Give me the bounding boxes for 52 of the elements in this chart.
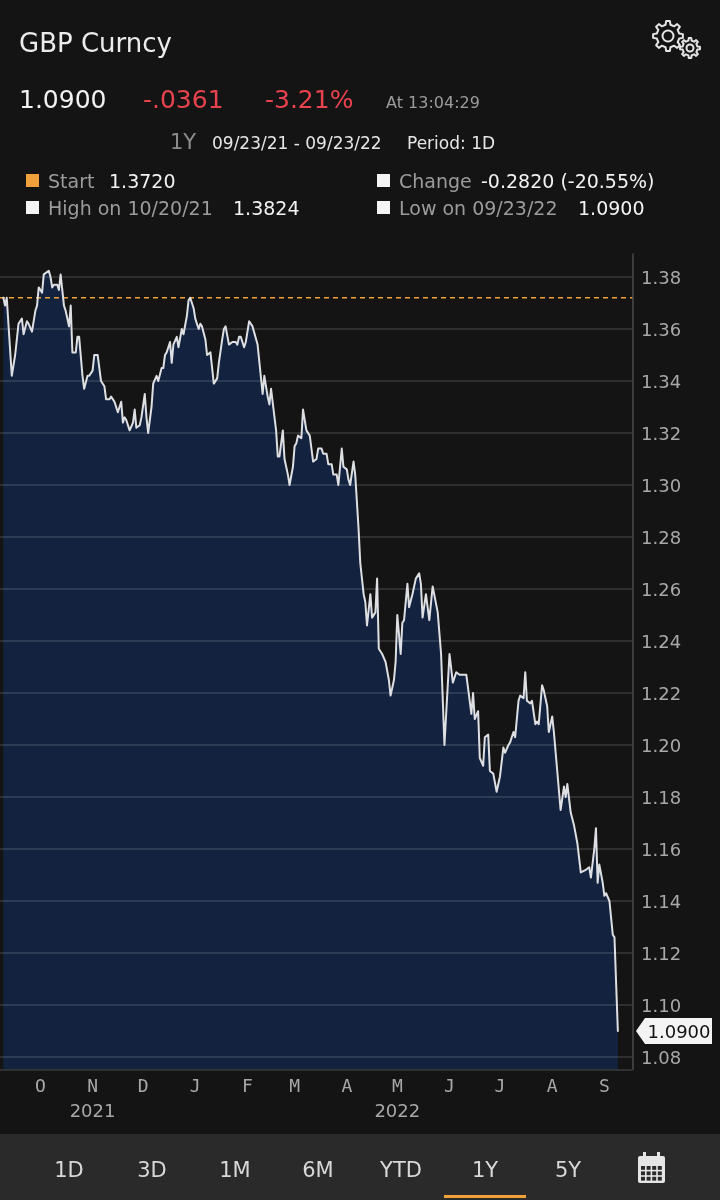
text: 1.0900 (578, 197, 645, 219)
text: 1.3720 (109, 170, 176, 192)
y-tick-label: 1.30 (641, 474, 682, 496)
x-tick-label: F (242, 1075, 253, 1096)
y-tick-label: 1.18 (641, 786, 682, 808)
text: 1.0900 (19, 85, 107, 114)
chart-title: GBP Curncy (19, 27, 172, 58)
text: Change (399, 170, 472, 192)
x-tick-label: A (546, 1075, 558, 1096)
x-tick-label: O (34, 1075, 46, 1096)
y-tick-label: 1.10 (641, 994, 682, 1016)
text: Start (48, 170, 95, 192)
y-tick-label: 1.28 (641, 526, 682, 548)
x-tick-label: M (289, 1075, 301, 1096)
x-tick-label: J (494, 1075, 506, 1096)
y-tick-label: 1.26 (641, 578, 682, 600)
text: -0.2820 (-20.55%) (481, 170, 655, 192)
y-tick-label: 1.22 (641, 682, 682, 704)
y-tick-label: 1.12 (641, 942, 682, 964)
y-tick-label: 1.16 (641, 838, 682, 860)
x-tick-label: J (189, 1075, 201, 1096)
text: Low on 09/23/22 (399, 197, 558, 219)
text: 1Y (170, 130, 197, 154)
text: -.0361 (143, 85, 224, 114)
x-tick-label: N 2021 (69, 1075, 116, 1121)
y-tick-label: 1.14 (641, 890, 682, 912)
text: At 13:04:29 (386, 93, 480, 112)
y-tick-label: 1.32 (641, 422, 682, 444)
y-tick-label: 1.38 (641, 266, 682, 288)
text: -3.21% (265, 85, 354, 114)
x-tick-label: M 2022 (374, 1075, 421, 1121)
annotation: 1.0900 (647, 1020, 711, 1042)
text: 5Y (554, 1158, 582, 1182)
x-tick-label: S (598, 1075, 610, 1096)
text: Period: 1D (407, 133, 496, 153)
y-tick-label: 1.36 (641, 318, 682, 340)
y-tick-label: 1.24 (641, 630, 682, 652)
text: High on 10/20/21 (48, 197, 213, 219)
text: 6M (302, 1158, 334, 1182)
text: 1D (54, 1158, 84, 1182)
text: 1.3824 (233, 197, 300, 219)
y-tick-label: 1.08 (641, 1046, 682, 1068)
text: YTD (379, 1158, 422, 1182)
text: 1M (219, 1158, 251, 1182)
x-tick-label: J (444, 1075, 455, 1096)
y-tick-label: 1.34 (641, 370, 682, 392)
text: 09/23/21 - 09/23/22 (212, 133, 382, 153)
x-tick-label: D (137, 1075, 149, 1096)
text: 3D (137, 1158, 167, 1182)
text: 1Y (471, 1158, 499, 1182)
y-tick-label: 1.20 (641, 734, 682, 756)
x-tick-label: A (341, 1075, 353, 1096)
